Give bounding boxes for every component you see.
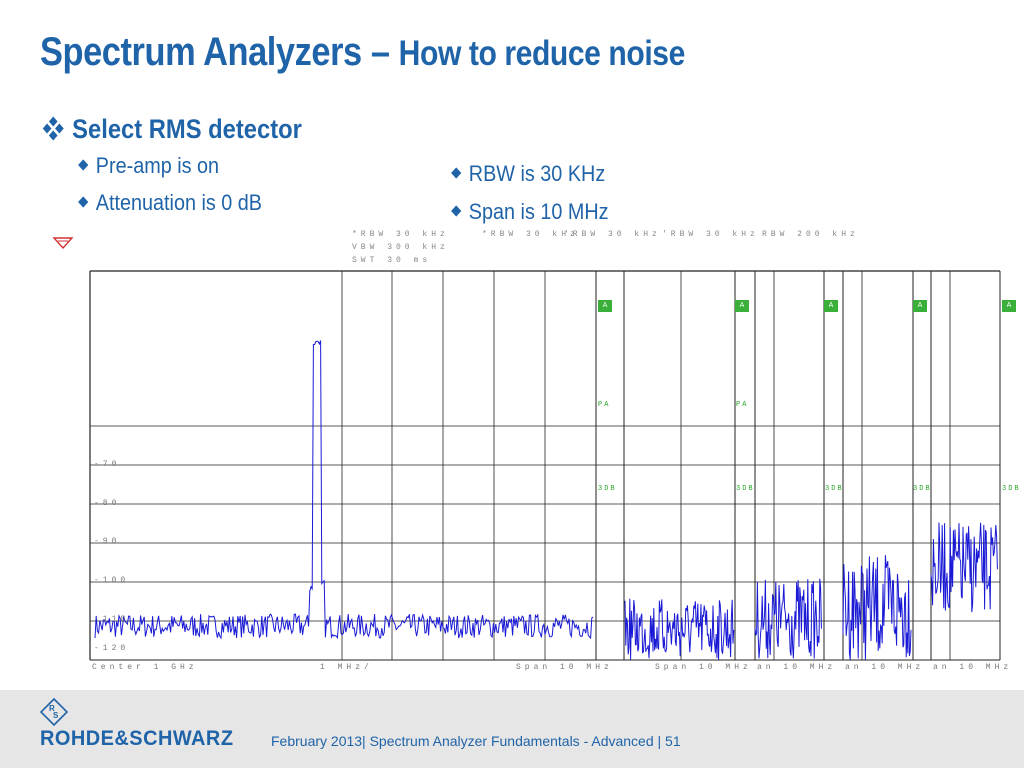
sub-bullet: Span is 10 MHz [449,199,609,225]
sub-bullet-text: Attenuation is 0 dB [95,190,263,215]
sub-bullet: Pre-amp is on [76,153,219,179]
analyzer-logo-icon [52,237,74,250]
marker-a-box: A [1002,300,1016,312]
sub-bullet-text: Pre-amp is on [95,153,220,178]
3db-tag: 3DB [736,485,755,493]
title-main: Spectrum Analyzers – [40,30,399,74]
company-wordmark: ROHDE&SCHWARZ [40,727,234,750]
y-tick-label: -110 [94,615,130,624]
panel-noise-trace [930,522,998,613]
sub-bullet-text: Span is 10 MHz [468,199,609,224]
rohde-schwarz-logo-icon: R S [40,698,68,726]
footer-caption: February 2013| Spectrum Analyzer Fundame… [271,733,681,749]
marker-a-box: A [913,300,927,312]
span-label: Span 10 MHz [516,663,613,672]
footer-bar [0,690,1024,768]
marker-a-box: A [824,300,838,312]
main-spectrum-trace [94,340,594,640]
sub-bullet: Attenuation is 0 dB [76,190,262,216]
panel-span-label: an 10 MHz [845,663,925,672]
panel-rbw-label: 'RBW 30 kHz [564,230,661,239]
division-label: 1 MHz/ [320,663,373,672]
preamp-tag: PA [736,401,749,409]
y-tick-label: -70 [94,460,121,469]
main-bullet-text: Select RMS detector [72,114,302,144]
spectrum-display [89,270,1001,661]
y-tick-label: -120 [94,644,130,653]
panel-rbw-label: *RBW 30 kHz [482,230,579,239]
panel-noise-trace [624,598,735,660]
sub-bullet: RBW is 30 KHz [449,161,605,187]
svg-text:S: S [53,711,59,720]
3db-tag: 3DB [913,485,932,493]
3db-tag: 3DB [825,485,844,493]
y-tick-label: -80 [94,499,121,508]
panel-noise-trace [754,578,822,659]
rbw-setting: *RBW 30 kHz [352,230,449,239]
sub-bullet-text: RBW is 30 KHz [468,161,606,186]
panel-rbw-label: 'RBW 30 kHz [662,230,759,239]
3db-tag: 3DB [1002,485,1021,493]
marker-a-box: A [598,300,612,312]
marker-a-box: A [735,300,749,312]
panel-noise-trace [842,555,912,660]
3db-tag: 3DB [598,485,617,493]
slide-title: Spectrum Analyzers – How to reduce noise [40,30,685,75]
panel-rbw-label: RBW 200 kHz [762,230,859,239]
y-tick-label: -90 [94,537,121,546]
panel-span-label: an 10 MHz [757,663,837,672]
y-tick-label: -100 [94,576,130,585]
center-frequency-label: Center 1 GHz [92,663,198,672]
panel-span-label: Span 10 MHz [655,663,752,672]
preamp-tag: PA [598,401,611,409]
svg-text:R: R [49,704,55,713]
main-bullet: Select RMS detector [42,114,302,145]
panel-span-label: an 10 MHz [933,663,1013,672]
vbw-setting: VBW 300 kHz [352,243,449,252]
title-sub: How to reduce noise [398,34,686,73]
swt-setting: SWT 30 ms [352,256,432,265]
